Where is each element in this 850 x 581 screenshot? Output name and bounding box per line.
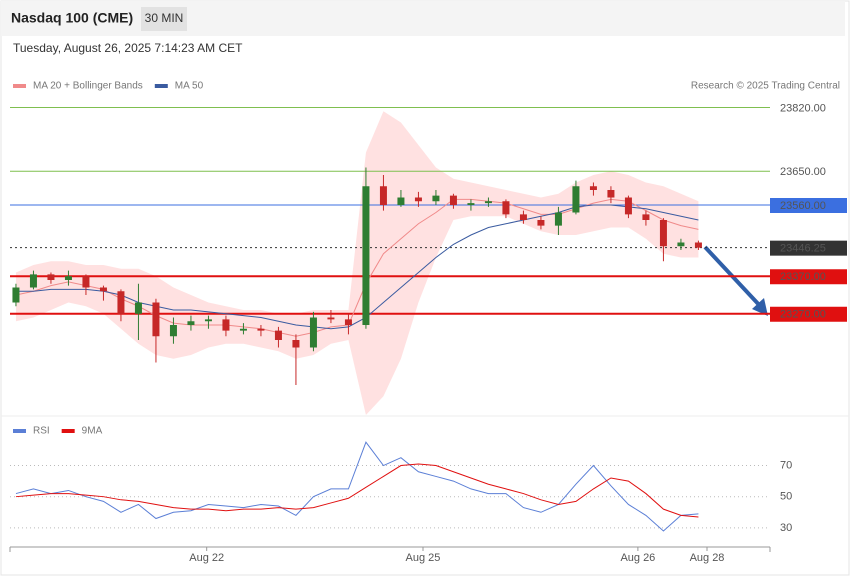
arrow-shaft — [703, 245, 764, 310]
candle-body — [694, 242, 702, 248]
candle-body — [292, 340, 300, 348]
candle-body — [659, 220, 667, 247]
candle-body — [309, 317, 317, 348]
candle-body — [379, 186, 387, 205]
legend-swatch — [61, 429, 75, 433]
candle-body — [29, 274, 37, 288]
level-label: 23370.00 — [780, 271, 826, 283]
candle-body — [502, 201, 510, 215]
level-label: 23446.25 — [780, 243, 826, 255]
candle-body — [572, 186, 580, 213]
y-tick-label: 70 — [780, 459, 792, 471]
candle-body — [99, 287, 107, 292]
candle-body — [642, 214, 650, 220]
candle-body — [624, 197, 632, 215]
x-tick-label: Aug 26 — [620, 552, 655, 564]
legend-label: RSI — [33, 426, 50, 437]
interval-box — [141, 7, 187, 31]
legend-label: MA 50 — [175, 81, 204, 92]
level-label: 23650.00 — [780, 166, 826, 178]
date: Tuesday, August 26, 2025 7:14:23 AM CET — [13, 41, 243, 55]
candle-body — [484, 201, 492, 204]
level-label: 23560.00 — [780, 200, 826, 212]
level-box — [770, 198, 847, 213]
candle-body — [397, 197, 405, 205]
legend-label: MA 20 + Bollinger Bands — [33, 81, 143, 92]
candle-body — [204, 319, 212, 322]
bollinger-band — [15, 111, 699, 415]
candle-body — [589, 186, 597, 190]
level-label: 23820.00 — [780, 102, 826, 114]
candle-body — [362, 186, 370, 325]
credit: Research © 2025 Trading Central — [691, 81, 840, 92]
level-box — [770, 269, 847, 285]
candle-body — [134, 302, 142, 314]
y-tick-label: 30 — [780, 522, 792, 534]
candle-body — [187, 321, 195, 325]
candle-body — [677, 242, 685, 247]
x-tick-label: Aug 25 — [406, 552, 441, 564]
candle-body — [449, 195, 457, 205]
candle-body — [64, 276, 72, 280]
level-box — [770, 306, 847, 322]
candle-body — [274, 330, 282, 340]
candle-body — [152, 302, 160, 337]
candle-body — [537, 220, 545, 226]
arrow-head — [752, 298, 768, 316]
y-tick-label: 50 — [780, 491, 792, 503]
candle-body — [327, 317, 335, 320]
line — [15, 463, 699, 518]
level-box — [770, 240, 847, 256]
candle-body — [432, 195, 440, 202]
candle-body — [239, 328, 247, 331]
candle-body — [169, 325, 177, 337]
ma-line — [15, 204, 699, 330]
level-label: 23270.00 — [780, 309, 826, 321]
candle-body — [414, 197, 422, 202]
candle-body — [467, 203, 475, 205]
legend-label: 9MA — [82, 426, 103, 437]
line — [15, 441, 699, 532]
candle-body — [607, 190, 615, 198]
candle-body — [257, 328, 265, 331]
candle-body — [519, 214, 527, 220]
candle-body — [344, 319, 352, 325]
legend-swatch — [13, 84, 26, 88]
x-tick-label: Aug 22 — [189, 552, 224, 564]
candle-body — [12, 287, 20, 303]
x-tick-label: Aug 28 — [690, 552, 725, 564]
candle-body — [47, 274, 55, 280]
candle-body — [82, 276, 90, 288]
legend-swatch — [154, 84, 168, 88]
candle-body — [117, 291, 125, 314]
candle-body — [554, 212, 562, 226]
legend-swatch — [13, 429, 26, 433]
interval: 30 MIN — [145, 11, 184, 25]
chart-title: Nasdaq 100 (CME) — [11, 10, 133, 26]
candle-body — [222, 319, 230, 331]
